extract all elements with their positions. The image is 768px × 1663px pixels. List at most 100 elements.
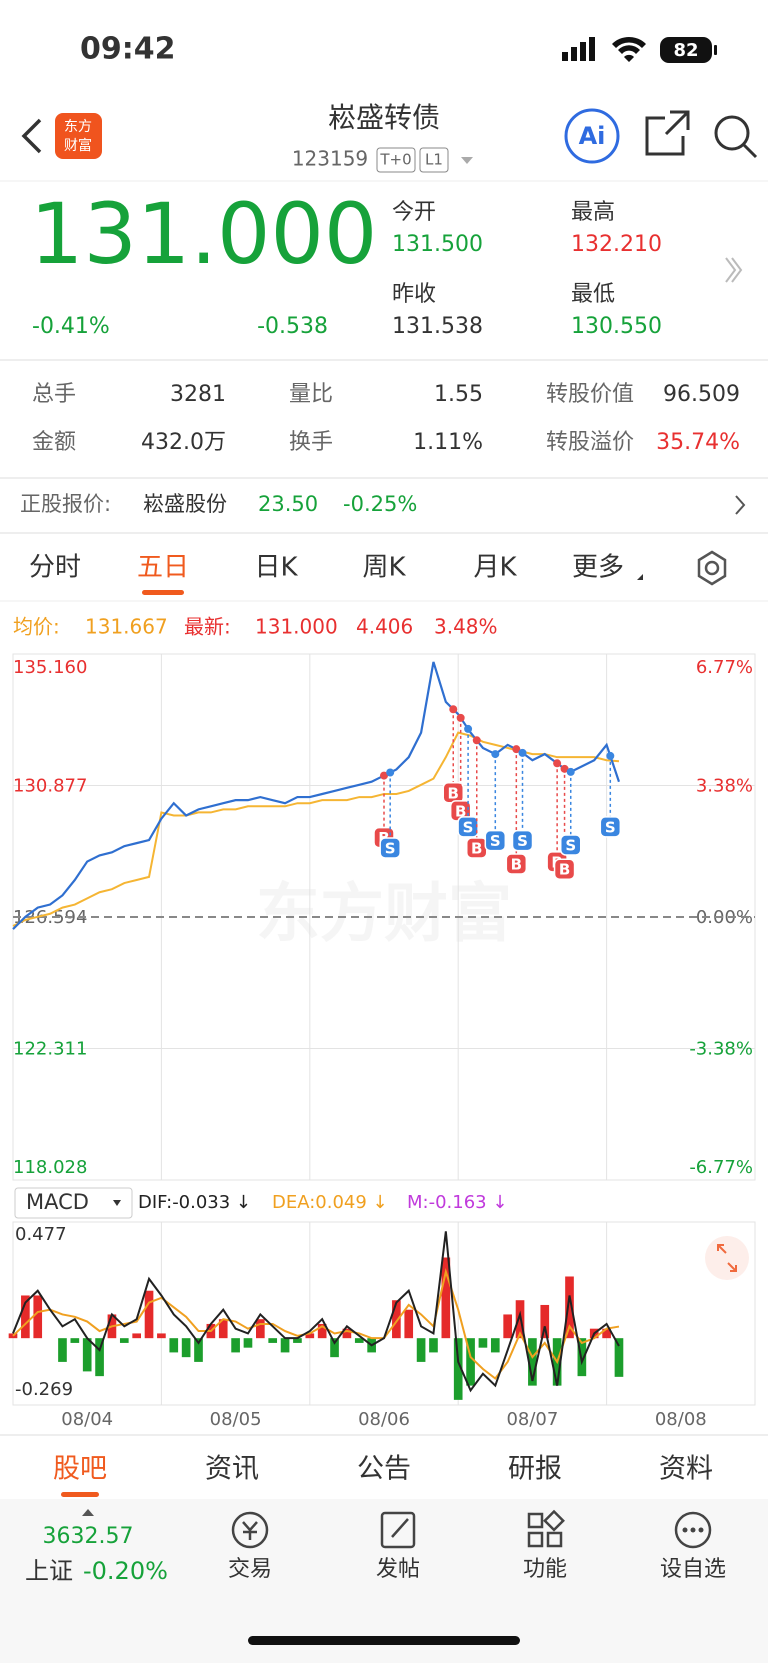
bottom-tab[interactable]: 资料 [659, 1454, 713, 1485]
ai-button[interactable] [564, 108, 620, 164]
signal-marker [484, 829, 507, 852]
signal-marker [559, 834, 582, 856]
back-button[interactable] [21, 118, 42, 154]
signal-label: B [471, 840, 482, 858]
logo-text: 东方 [64, 119, 92, 135]
bottom-tab[interactable]: 资讯 [205, 1454, 259, 1485]
five-day-change-pct: 3.48% [434, 615, 498, 639]
stock-chevron[interactable] [735, 495, 746, 515]
bottom-tab[interactable]: 股吧 [53, 1454, 107, 1485]
index-change: -0.20% [83, 1557, 168, 1585]
expand-chevron[interactable] [725, 257, 743, 283]
signal-label: S [463, 818, 474, 836]
action[interactable]: 功能 [523, 1557, 567, 1582]
signal-icons [562, 36, 717, 63]
bottom-tab[interactable]: 研报 [508, 1454, 562, 1485]
tab[interactable]: 周K [362, 553, 406, 583]
signal-label: B [455, 802, 466, 820]
dropdown-arrow[interactable] [461, 157, 473, 164]
macd-bar [528, 1338, 537, 1386]
signal-label: S [565, 836, 576, 854]
action[interactable]: 设自选 [660, 1557, 726, 1582]
badge-text: L1 [425, 151, 443, 169]
macd-bar [95, 1338, 104, 1377]
x-tick-label: 08/08 [655, 1409, 707, 1430]
macd-bar [218, 1319, 228, 1339]
bottom-tab[interactable]: 公告 [357, 1454, 411, 1485]
up-arrow [82, 1509, 94, 1516]
code: 123159 [292, 147, 368, 171]
fullscreen-icon [717, 1244, 737, 1272]
signal-label: B [448, 784, 459, 802]
search-button[interactable] [714, 115, 758, 159]
y-tick-label: 135.160 [13, 657, 87, 678]
fullscreen-button[interactable] [705, 1236, 749, 1280]
y2-tick-label: 3.38% [696, 776, 753, 797]
signal-dot [566, 767, 575, 776]
tab[interactable]: 分时 [29, 553, 81, 583]
macd-bar [565, 1276, 574, 1339]
macd-bar [119, 1338, 129, 1343]
y-tick-label: 118.028 [13, 1157, 87, 1178]
action[interactable]: 交易 [228, 1557, 272, 1582]
macd-bar [82, 1338, 92, 1372]
macd-bar [293, 1338, 302, 1343]
five-day-change: 4.406 [356, 615, 413, 639]
status-time: 09:42 [80, 32, 176, 67]
signal-dot [512, 745, 521, 754]
y-tick-label: 0.477 [15, 1224, 67, 1245]
signal-dot [380, 771, 388, 780]
legend-entry: M:-0.163 ↓ [407, 1192, 507, 1213]
stock-name: 崧盛股份 [143, 492, 227, 516]
dif-line [12, 1231, 620, 1393]
home-indicator [248, 1636, 520, 1645]
stock-change: -0.25% [343, 492, 417, 516]
action[interactable]: 发帖 [376, 1557, 420, 1582]
macd-bar [144, 1290, 154, 1339]
tab[interactable]: 月K [473, 553, 517, 583]
logo-text: 财富 [64, 137, 92, 154]
stat-label: 转股溢价 [546, 430, 634, 455]
stat-label: 总手 [32, 382, 76, 407]
tab[interactable]: 日K [254, 553, 298, 583]
macd-bar [503, 1314, 512, 1339]
dropdown-arrow [113, 1200, 121, 1206]
more-arrow [637, 574, 643, 580]
tab[interactable]: 五日 [137, 553, 189, 583]
signal-marker [457, 816, 479, 838]
macd-bar [478, 1338, 488, 1348]
stat-label: 转股价值 [546, 382, 634, 407]
share-button[interactable] [645, 110, 690, 156]
label: 昨收 [392, 282, 436, 307]
stat-label: 量比 [289, 382, 333, 407]
watermark: 东方财富 [256, 878, 512, 952]
y2-tick-label: 6.77% [696, 657, 753, 678]
macd-bar [490, 1338, 500, 1353]
label: 今开 [392, 200, 436, 225]
macd-bar [58, 1338, 67, 1362]
y-tick-label: -0.269 [15, 1379, 73, 1400]
macd-bar [453, 1338, 463, 1400]
macd-bar [330, 1338, 339, 1358]
macd-bar [243, 1338, 253, 1348]
macd-bar [157, 1333, 166, 1339]
prev-close: 131.538 [392, 314, 483, 339]
macd-bar [342, 1328, 352, 1339]
badge [376, 147, 416, 173]
tab-indicator [61, 1492, 99, 1497]
stock-price: 23.50 [258, 492, 318, 516]
signal-dot [553, 759, 562, 768]
signal-marker [599, 816, 622, 838]
settings-button[interactable] [697, 550, 727, 586]
index-value: 3632.57 [43, 1524, 134, 1549]
macd-bar [305, 1333, 315, 1339]
signal-dot [491, 750, 500, 759]
stat-value: 1.55 [434, 382, 483, 407]
indicator-select[interactable] [14, 1187, 133, 1219]
macd-bar [33, 1295, 43, 1339]
macd-bar [317, 1323, 327, 1339]
tab[interactable]: 更多 [572, 553, 624, 583]
bottom-tabs: 股吧 资讯 公告 研报 资料 [53, 1454, 713, 1497]
stat-label: 换手 [289, 430, 333, 455]
signal-dot [606, 751, 615, 760]
